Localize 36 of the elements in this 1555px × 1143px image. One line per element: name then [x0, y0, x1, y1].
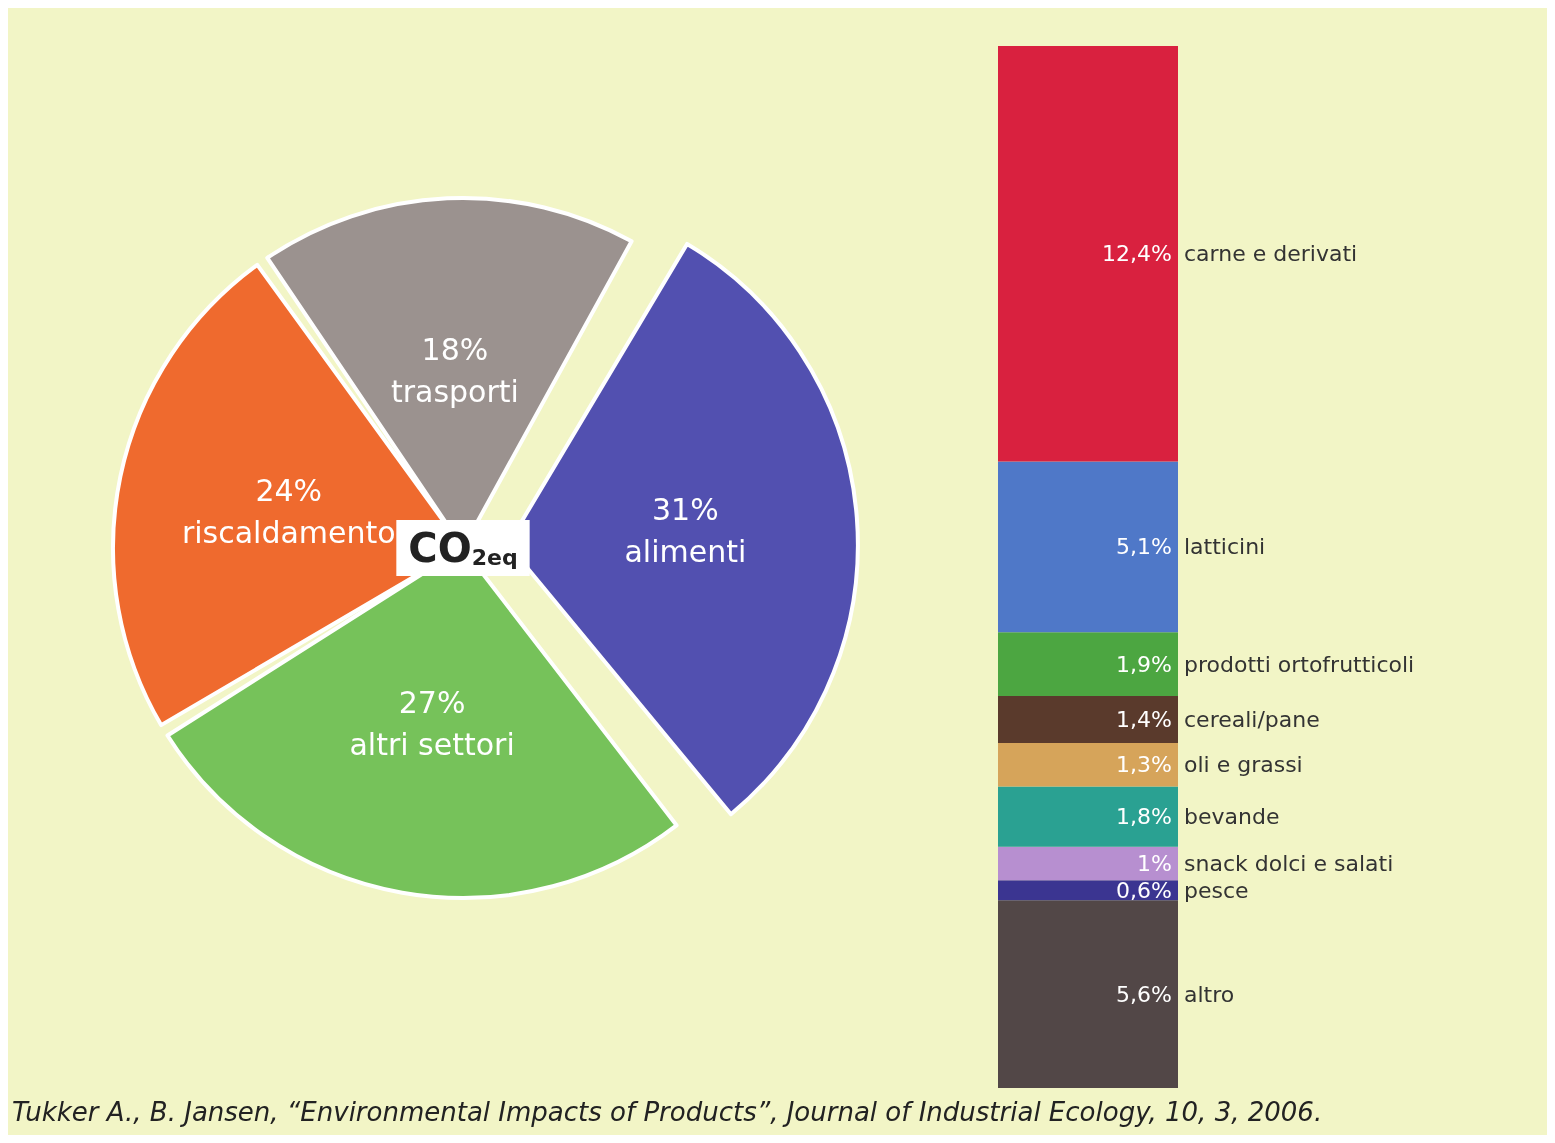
- bar: [998, 900, 1178, 1088]
- series-label: carne e derivati: [1184, 241, 1358, 267]
- slice-label: riscaldamento: [181, 515, 396, 551]
- bar: [998, 786, 1178, 847]
- data-label: 5,1%: [1116, 534, 1173, 560]
- series-label: latticini: [1184, 534, 1266, 560]
- data-label: 1%: [1137, 851, 1172, 877]
- data-label: 1,8%: [1116, 804, 1173, 830]
- series-label: bevande: [1184, 804, 1280, 830]
- series-label: oli e grassi: [1184, 752, 1303, 778]
- data-label: 18%: [421, 331, 489, 367]
- series-label: prodotti ortofrutticoli: [1184, 651, 1415, 677]
- text: CO2eq: [408, 525, 518, 571]
- data-label: 12,4%: [1102, 241, 1172, 267]
- data-label: 5,6%: [1116, 981, 1173, 1007]
- slice-label: trasporti: [390, 373, 519, 409]
- data-label: 24%: [255, 473, 323, 509]
- slice-label: altri settori: [349, 726, 515, 762]
- bar: [998, 461, 1178, 633]
- bar: [998, 695, 1178, 743]
- series-label: pesce: [1184, 877, 1249, 903]
- data-label: 31%: [652, 492, 719, 528]
- slice-label: alimenti: [624, 534, 747, 570]
- bar: [998, 846, 1178, 881]
- bar: [998, 46, 1178, 462]
- series-label: cereali/pane: [1184, 706, 1320, 732]
- data-label: 27%: [398, 684, 466, 720]
- bar: [998, 742, 1178, 787]
- data-label: 1,4%: [1116, 706, 1173, 732]
- data-label: 0,6%: [1116, 877, 1173, 903]
- series-label: altro: [1184, 981, 1235, 1007]
- series-label: snack dolci e salati: [1184, 851, 1394, 877]
- bar: [998, 632, 1178, 696]
- text: Tukker A., B. Jansen, “Environmental Impacts of Products”, Journal of Industrial Ecology, 10, 3, 2006.: [12, 1097, 1323, 1127]
- data-label: 1,3%: [1116, 752, 1173, 778]
- data-label: 1,9%: [1116, 651, 1173, 677]
